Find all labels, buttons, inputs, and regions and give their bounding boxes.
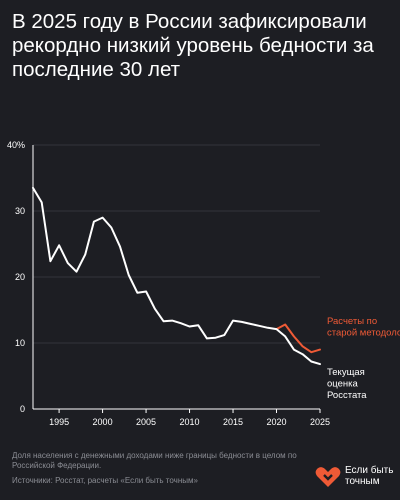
x-tick-label: 1995 xyxy=(49,417,69,427)
series-line-old-method xyxy=(275,323,321,354)
x-tick-label: 2015 xyxy=(223,417,243,427)
x-tick-label: 2020 xyxy=(266,417,286,427)
x-tick-label: 2010 xyxy=(180,417,200,427)
y-tick-label: 10 xyxy=(15,338,25,348)
y-tick-label: 20 xyxy=(15,272,25,282)
x-tick-label: 2005 xyxy=(136,417,156,427)
x-tick-label: 2000 xyxy=(93,417,113,427)
grid xyxy=(33,144,320,344)
page-title: В 2025 году в России зафиксировали рекор… xyxy=(12,10,374,81)
series-label-current: Текущая оценка Росстата xyxy=(327,367,367,401)
logo-text-line1: Если быть xyxy=(345,465,394,476)
series-line-current xyxy=(32,186,321,366)
y-tick-label: 40% xyxy=(7,140,25,150)
y-tick-label: 30 xyxy=(15,206,25,216)
heart-icon xyxy=(315,467,341,487)
poverty-line-chart: 0 10 20 30 40% 1995 2000 2005 2010 2015 2020 2025 Р… xyxy=(7,140,400,427)
y-tick-label: 0 xyxy=(20,404,25,414)
source-note: Источники: Росстат, расчеты «Если быть т… xyxy=(12,476,198,485)
brand-logo: Если быть точным xyxy=(315,464,395,492)
series-layer xyxy=(32,186,321,366)
x-tick-label: 2025 xyxy=(310,417,330,427)
footnote: Доля населения с денежными доходами ниже… xyxy=(12,451,297,470)
logo-text-line2: точным xyxy=(345,476,380,487)
axes: 0 10 20 30 40% 1995 2000 2005 2010 2015 2020 2025 xyxy=(7,140,330,427)
